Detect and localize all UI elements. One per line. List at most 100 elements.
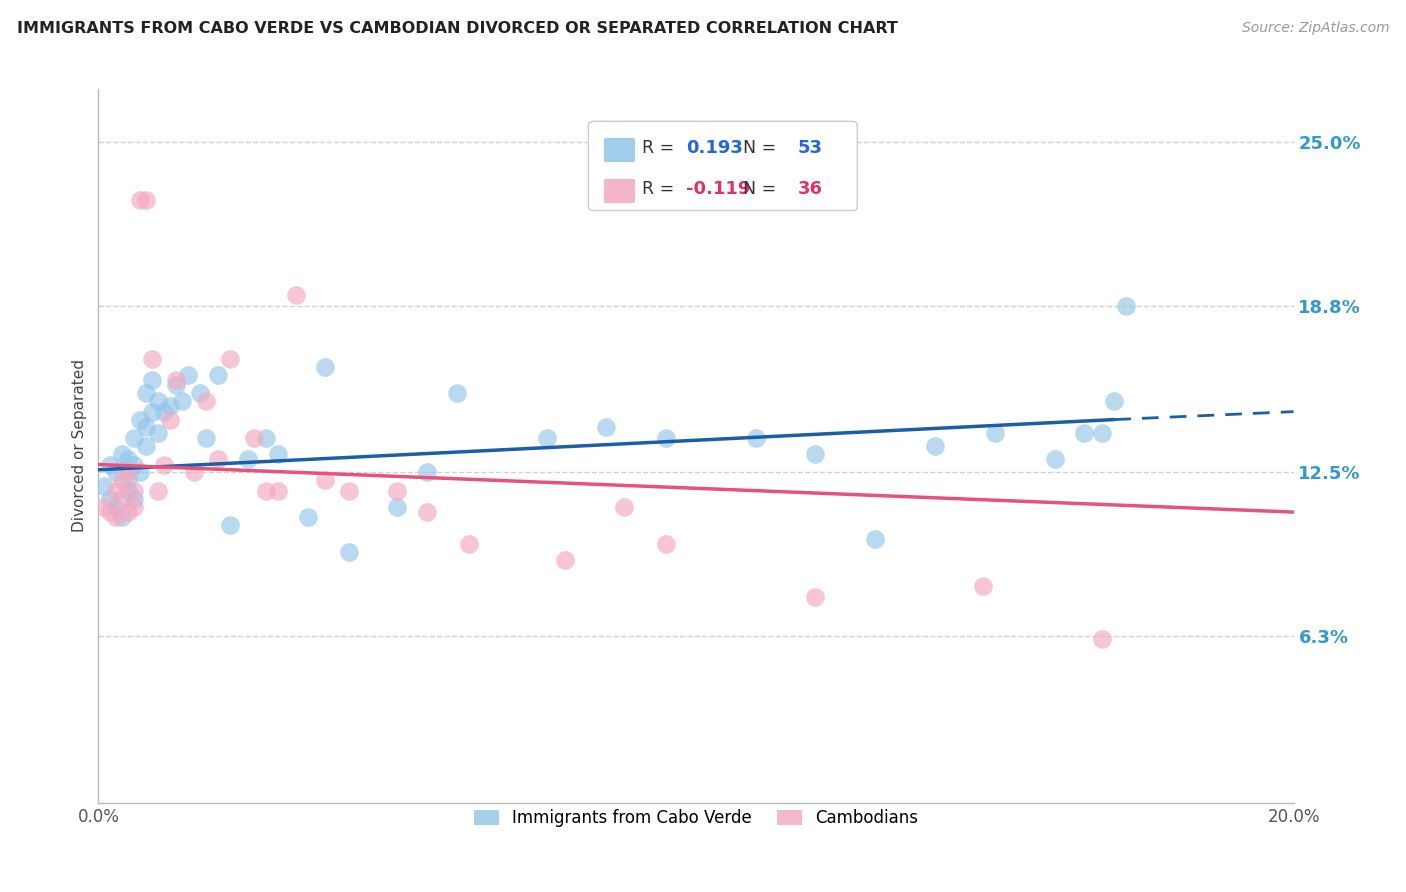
- Point: [1091, 632, 1114, 646]
- FancyBboxPatch shape: [605, 179, 636, 203]
- Point: [458, 537, 481, 551]
- Point: [207, 452, 229, 467]
- Point: [284, 288, 307, 302]
- Point: [924, 439, 946, 453]
- Point: [135, 193, 157, 207]
- Point: [124, 431, 146, 445]
- Point: [254, 431, 277, 445]
- Point: [267, 483, 290, 498]
- Point: [129, 466, 152, 480]
- Text: R =: R =: [643, 139, 681, 157]
- Point: [105, 500, 128, 514]
- Point: [339, 483, 361, 498]
- Point: [111, 447, 134, 461]
- Point: [117, 483, 139, 498]
- Point: [153, 458, 176, 472]
- Point: [804, 447, 827, 461]
- Text: R =: R =: [643, 180, 681, 198]
- Point: [98, 458, 122, 472]
- Point: [165, 378, 187, 392]
- Point: [153, 404, 176, 418]
- Point: [865, 532, 887, 546]
- Text: 36: 36: [797, 180, 823, 198]
- Point: [267, 447, 290, 461]
- Point: [745, 431, 768, 445]
- Point: [148, 483, 170, 498]
- Text: N =: N =: [733, 180, 782, 198]
- Text: Source: ZipAtlas.com: Source: ZipAtlas.com: [1241, 21, 1389, 36]
- Point: [595, 420, 617, 434]
- Y-axis label: Divorced or Separated: Divorced or Separated: [72, 359, 87, 533]
- Point: [195, 394, 218, 409]
- Point: [135, 439, 157, 453]
- Point: [219, 518, 242, 533]
- Point: [315, 474, 337, 488]
- Text: 53: 53: [797, 139, 823, 157]
- Point: [1073, 425, 1095, 440]
- Point: [613, 500, 636, 514]
- Point: [135, 386, 157, 401]
- Point: [165, 373, 187, 387]
- Point: [236, 452, 259, 467]
- Text: N =: N =: [733, 139, 782, 157]
- Point: [207, 368, 229, 382]
- Point: [972, 579, 994, 593]
- Point: [111, 474, 134, 488]
- Legend: Immigrants from Cabo Verde, Cambodians: Immigrants from Cabo Verde, Cambodians: [467, 803, 925, 834]
- Point: [183, 466, 205, 480]
- Text: -0.119: -0.119: [686, 180, 751, 198]
- Point: [446, 386, 468, 401]
- Point: [124, 458, 146, 472]
- Point: [984, 425, 1007, 440]
- Text: IMMIGRANTS FROM CABO VERDE VS CAMBODIAN DIVORCED OR SEPARATED CORRELATION CHART: IMMIGRANTS FROM CABO VERDE VS CAMBODIAN …: [17, 21, 898, 37]
- FancyBboxPatch shape: [605, 138, 636, 162]
- Point: [105, 483, 128, 498]
- Point: [339, 545, 361, 559]
- Point: [117, 505, 139, 519]
- Point: [141, 373, 163, 387]
- Point: [148, 394, 170, 409]
- Point: [254, 483, 277, 498]
- Point: [129, 412, 152, 426]
- Point: [135, 420, 157, 434]
- Text: 0.193: 0.193: [686, 139, 744, 157]
- Point: [195, 431, 218, 445]
- Point: [655, 431, 678, 445]
- Point: [1043, 452, 1066, 467]
- Point: [1104, 394, 1126, 409]
- Point: [385, 483, 409, 498]
- Point: [141, 404, 163, 418]
- Point: [117, 466, 139, 480]
- Point: [554, 552, 576, 566]
- Point: [177, 368, 200, 382]
- Point: [385, 500, 409, 514]
- Point: [297, 510, 319, 524]
- Point: [243, 431, 266, 445]
- Point: [159, 412, 181, 426]
- Point: [117, 474, 139, 488]
- Point: [105, 510, 128, 524]
- Point: [148, 425, 170, 440]
- Point: [98, 491, 122, 506]
- Point: [655, 537, 678, 551]
- Point: [98, 505, 122, 519]
- Point: [141, 351, 163, 366]
- Point: [416, 505, 439, 519]
- Point: [111, 510, 134, 524]
- Point: [416, 466, 439, 480]
- Point: [117, 452, 139, 467]
- Point: [93, 500, 115, 514]
- Point: [804, 590, 827, 604]
- Point: [536, 431, 558, 445]
- Point: [129, 193, 152, 207]
- FancyBboxPatch shape: [589, 121, 858, 211]
- Point: [315, 359, 337, 374]
- Point: [93, 478, 115, 492]
- Point: [1091, 425, 1114, 440]
- Point: [124, 491, 146, 506]
- Point: [172, 394, 194, 409]
- Point: [1115, 299, 1137, 313]
- Point: [124, 500, 146, 514]
- Point: [124, 483, 146, 498]
- Point: [188, 386, 211, 401]
